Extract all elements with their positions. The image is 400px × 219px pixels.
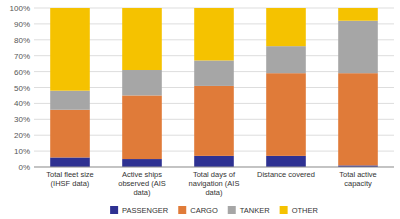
x-tick-label-line: (IHSF data) xyxy=(51,179,90,188)
bar-segment xyxy=(338,8,378,21)
y-tick-label: 100% xyxy=(10,4,30,13)
bar-segment xyxy=(194,60,234,85)
legend-swatch xyxy=(228,206,236,214)
y-tick-label: 40% xyxy=(14,99,30,108)
bar-segment xyxy=(266,73,306,156)
bar-segment xyxy=(122,159,162,167)
bar-segment xyxy=(338,21,378,73)
x-tick-label-line: capacity xyxy=(344,179,372,188)
bar-segment xyxy=(266,46,306,73)
y-tick-label: 10% xyxy=(14,147,30,156)
y-tick-label: 30% xyxy=(14,115,30,124)
x-axis-line xyxy=(34,167,394,168)
y-tick-label: 60% xyxy=(14,68,30,77)
x-tick-label: Active shipsobserved (AISdata) xyxy=(118,170,166,197)
bar-segment xyxy=(338,73,378,165)
x-tick-label-line: Total active xyxy=(339,170,377,179)
chart-container: 0% 10% 20% 30% 40% 50% 60% 70% 80% 90% 100% Total f… xyxy=(0,0,400,219)
x-tick-label-line: data) xyxy=(205,188,223,197)
x-tick-label-line: Total days of xyxy=(193,170,236,179)
legend-label: CARGO xyxy=(190,206,218,215)
bar-segment xyxy=(266,8,306,46)
bar-segment xyxy=(50,157,90,167)
x-tick-label-line: Distance covered xyxy=(257,170,315,179)
y-tick-label: 90% xyxy=(14,20,30,29)
grid-line xyxy=(34,167,394,168)
bar-segment xyxy=(50,91,90,110)
x-tick-label: Distance covered xyxy=(257,170,315,179)
bar-segment xyxy=(266,156,306,167)
bar-segment xyxy=(194,8,234,60)
x-tick-label: Total fleet size(IHSF data) xyxy=(46,170,94,188)
bar-segment xyxy=(194,156,234,167)
bar-segment xyxy=(50,110,90,158)
bar-segment xyxy=(194,86,234,156)
legend-label: TANKER xyxy=(240,206,270,215)
x-tick-label: Total activecapacity xyxy=(339,170,377,188)
chart-svg: 0% 10% 20% 30% 40% 50% 60% 70% 80% 90% 100% Total f… xyxy=(0,0,400,219)
x-tick-label-line: observed (AIS xyxy=(118,179,166,188)
legend-label: OTHER xyxy=(292,206,319,215)
legend-swatch xyxy=(110,206,118,214)
y-tick-label: 0% xyxy=(18,163,30,172)
bars xyxy=(50,8,378,167)
bar-segment xyxy=(122,8,162,70)
x-tick-label-line: Total fleet size xyxy=(46,170,94,179)
y-tick-label: 50% xyxy=(14,84,30,93)
bar-segment xyxy=(50,8,90,91)
x-tick-label-line: Active ships xyxy=(122,170,162,179)
y-tick-label: 70% xyxy=(14,52,30,61)
legend-swatch xyxy=(178,206,186,214)
bar-segment xyxy=(122,70,162,95)
x-tick-label: Total days ofnavigation (AISdata) xyxy=(189,170,240,197)
legend-swatch xyxy=(280,206,288,214)
grid xyxy=(34,8,394,167)
bar-segment xyxy=(122,95,162,159)
legend: PASSENGER CARGO TANKER OTHER xyxy=(110,206,318,215)
y-tick-label: 80% xyxy=(14,36,30,45)
y-tick-label: 20% xyxy=(14,131,30,140)
legend-label: PASSENGER xyxy=(122,206,169,215)
x-tick-label-line: data) xyxy=(133,188,151,197)
x-tick-label-line: navigation (AIS xyxy=(189,179,240,188)
